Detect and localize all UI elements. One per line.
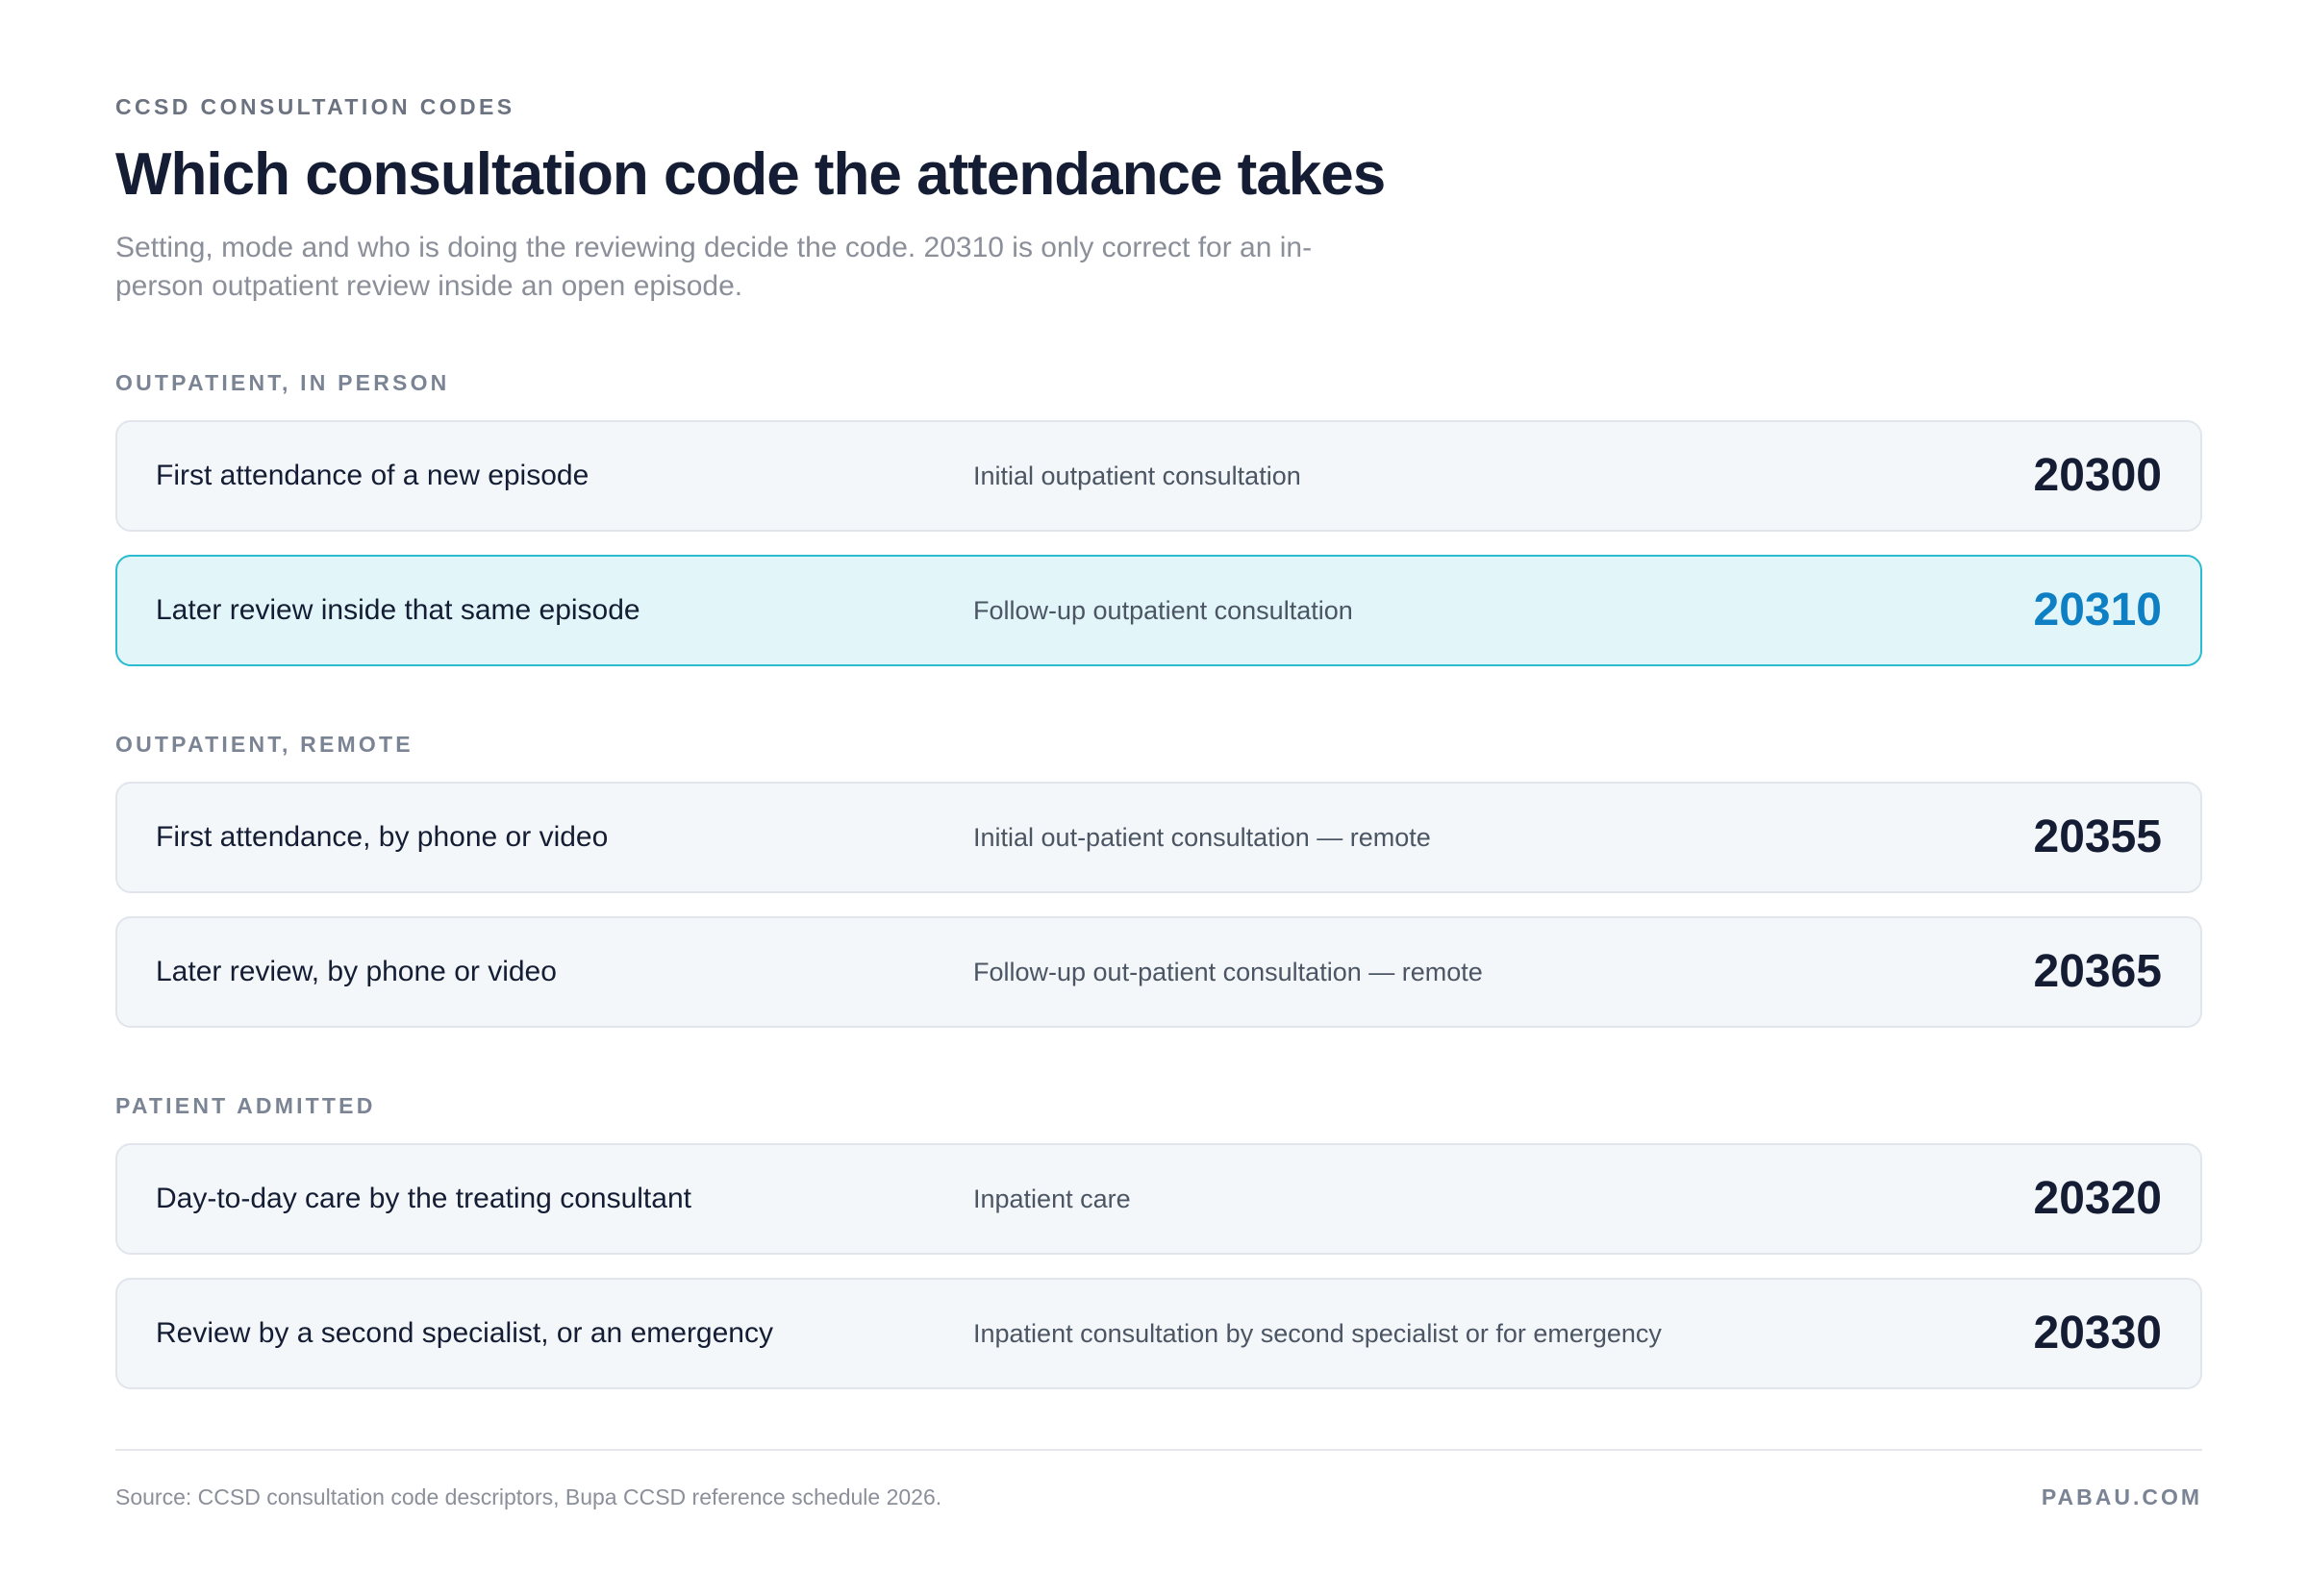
- page-subtitle: Setting, mode and who is doing the revie…: [115, 232, 1313, 302]
- section-label-outpatient-in-person: OUTPATIENT, IN PERSON: [115, 370, 450, 395]
- footer-divider: [115, 1449, 2202, 1451]
- row-code: 20365: [2033, 946, 2162, 997]
- row-code: 20310: [2033, 585, 2162, 636]
- source-note: Source: CCSD consultation code descripto…: [115, 1484, 942, 1509]
- row-description: Initial out-patient consultation — remot…: [973, 823, 1431, 852]
- section-label-patient-admitted: PATIENT ADMITTED: [115, 1093, 376, 1118]
- row-label: Day-to-day care by the treating consulta…: [156, 1183, 691, 1214]
- row-label: Review by a second specialist, or an eme…: [156, 1317, 773, 1349]
- code-row-20365: Later review, by phone or video Follow-u…: [115, 916, 2202, 1028]
- code-row-20320: Day-to-day care by the treating consulta…: [115, 1143, 2202, 1255]
- page-title: Which consultation code the attendance t…: [115, 141, 1386, 208]
- code-row-20310-highlighted: Later review inside that same episode Fo…: [115, 555, 2202, 666]
- row-description: Follow-up outpatient consultation: [973, 596, 1353, 625]
- row-description: Follow-up out-patient consultation — rem…: [973, 958, 1483, 986]
- row-code: 20300: [2033, 450, 2162, 501]
- row-label: Later review inside that same episode: [156, 594, 640, 626]
- code-row-20355: First attendance, by phone or video Init…: [115, 782, 2202, 893]
- row-label: First attendance, by phone or video: [156, 821, 609, 853]
- row-label: First attendance of a new episode: [156, 460, 590, 491]
- row-description: Inpatient consultation by second special…: [973, 1319, 1662, 1348]
- code-row-20300: First attendance of a new episode Initia…: [115, 420, 2202, 532]
- row-description: Initial outpatient consultation: [973, 461, 1301, 490]
- row-code: 20320: [2033, 1173, 2162, 1224]
- section-label-outpatient-remote: OUTPATIENT, REMOTE: [115, 732, 414, 757]
- row-description: Inpatient care: [973, 1185, 1131, 1213]
- row-code: 20355: [2033, 811, 2162, 862]
- row-code: 20330: [2033, 1308, 2162, 1359]
- code-row-20330: Review by a second specialist, or an eme…: [115, 1278, 2202, 1389]
- brand-mark[interactable]: PABAU.COM: [2041, 1484, 2202, 1509]
- eyebrow-label: CCSD CONSULTATION CODES: [115, 94, 515, 119]
- row-label: Later review, by phone or video: [156, 956, 557, 987]
